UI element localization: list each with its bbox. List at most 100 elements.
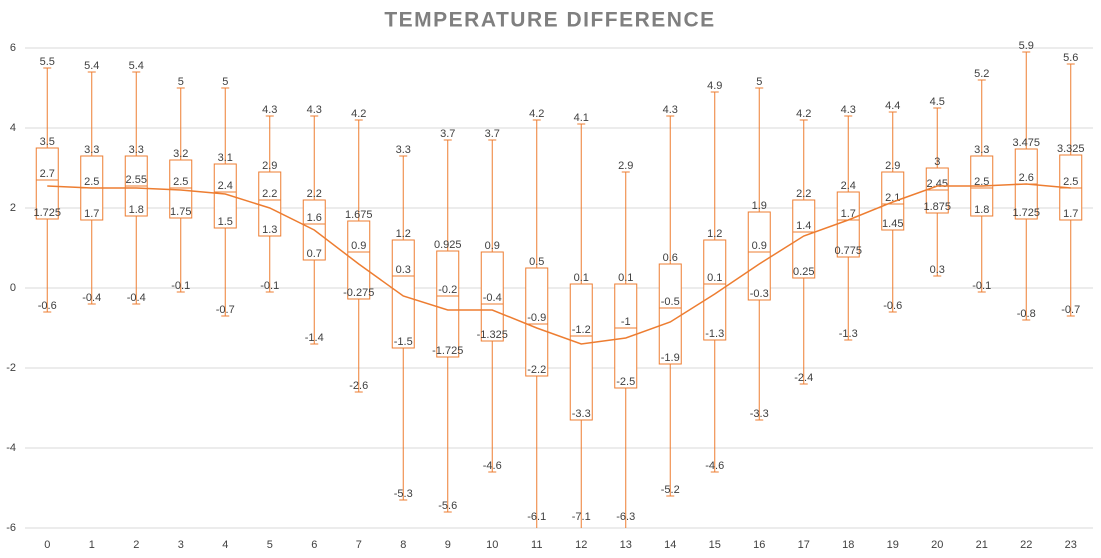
data-label: -0.4 (483, 292, 502, 304)
data-label: -0.1 (260, 280, 279, 292)
data-label: -2.4 (794, 372, 813, 384)
data-label: 1.6 (307, 212, 322, 224)
data-label: 1.2 (707, 228, 722, 240)
data-label: 4.1 (574, 112, 589, 124)
data-label: 4.5 (930, 96, 945, 108)
data-label: 1.8 (974, 204, 989, 216)
data-label: 2.5 (1063, 176, 1078, 188)
data-label: 3.3 (974, 144, 989, 156)
data-label: 1.7 (84, 208, 99, 220)
data-label: 5.2 (974, 68, 989, 80)
x-tick-label: 21 (976, 539, 988, 551)
x-tick-label: 10 (486, 539, 498, 551)
data-label: -0.7 (1061, 304, 1080, 316)
data-label: 0.9 (485, 240, 500, 252)
data-label: 1.675 (345, 209, 373, 221)
data-label: 1.45 (882, 218, 903, 230)
box (347, 220, 371, 300)
data-label: 0.25 (793, 266, 814, 278)
data-label: 5 (222, 76, 228, 88)
x-tick-label: 12 (575, 539, 587, 551)
data-label: 0.6 (663, 252, 678, 264)
data-label: -2.2 (527, 364, 546, 376)
box (436, 250, 460, 358)
data-label: -2.6 (349, 380, 368, 392)
box (525, 267, 549, 377)
data-label: -5.6 (438, 500, 457, 512)
data-label: 4.3 (663, 104, 678, 116)
x-tick-label: 16 (753, 539, 765, 551)
x-tick-label: 5 (267, 539, 273, 551)
data-label: 2.5 (84, 176, 99, 188)
data-label: -0.4 (82, 292, 101, 304)
data-label: 0.9 (351, 240, 366, 252)
x-tick-label: 20 (931, 539, 943, 551)
data-label: 4.2 (529, 108, 544, 120)
data-label: 3.475 (1012, 137, 1040, 149)
data-label: 2.9 (262, 160, 277, 172)
data-label: 4.4 (885, 100, 900, 112)
data-label: -1.5 (394, 336, 413, 348)
data-label: 5.9 (1019, 40, 1034, 52)
data-label: 0.775 (834, 245, 862, 257)
data-label: -3.3 (572, 408, 591, 420)
box (35, 147, 59, 220)
x-tick-label: 11 (531, 539, 542, 551)
data-label: 2.55 (126, 174, 147, 186)
data-label: -0.275 (343, 287, 374, 299)
data-label: 5 (178, 76, 184, 88)
data-label: -7.1 (572, 511, 591, 523)
data-label: 1.7 (1063, 208, 1078, 220)
x-tick-label: 4 (222, 539, 228, 551)
data-label: 3.3 (129, 144, 144, 156)
data-label: 0.3 (930, 264, 945, 276)
data-label: 2.6 (1019, 172, 1034, 184)
mean-line (47, 183, 1071, 345)
data-label: -0.7 (216, 304, 235, 316)
data-label: 4.3 (307, 104, 322, 116)
data-label: 3.7 (485, 128, 500, 140)
x-tick-label: 1 (89, 539, 95, 551)
data-label: 3.2 (173, 148, 188, 160)
x-tick-label: 23 (1065, 539, 1077, 551)
data-label: -0.3 (750, 288, 769, 300)
data-label: 1.7 (841, 208, 856, 220)
data-label: 5.4 (129, 60, 144, 72)
data-label: 0.1 (574, 272, 589, 284)
data-label: 1.3 (262, 224, 277, 236)
data-label: -5.2 (661, 484, 680, 496)
data-label: 3.5 (40, 136, 55, 148)
data-label: 0.925 (434, 239, 462, 251)
box (881, 171, 905, 231)
data-label: 4.2 (351, 108, 366, 120)
data-label: 2.2 (262, 188, 277, 200)
data-label: -0.1 (972, 280, 991, 292)
data-label: 1.9 (752, 200, 767, 212)
box (703, 239, 727, 341)
box (792, 199, 816, 279)
data-label: -1.3 (705, 328, 724, 340)
data-label: 5 (756, 76, 762, 88)
data-label: -0.4 (127, 292, 146, 304)
data-label: 0.9 (752, 240, 767, 252)
data-label: 0.1 (707, 272, 722, 284)
data-label: 2.4 (841, 180, 856, 192)
x-tick-label: 22 (1020, 539, 1032, 551)
data-label: 0.1 (618, 272, 633, 284)
x-tick-label: 0 (44, 539, 50, 551)
box (614, 283, 638, 389)
data-label: -0.8 (1017, 308, 1036, 320)
data-label: 4.3 (262, 104, 277, 116)
y-tick-label: -6 (6, 522, 16, 534)
x-tick-label: 15 (709, 539, 721, 551)
data-label: 2.5 (173, 176, 188, 188)
data-label: 4.9 (707, 80, 722, 92)
data-label: 5.6 (1063, 52, 1078, 64)
data-label: 0.3 (396, 264, 411, 276)
y-tick-label: -2 (6, 362, 16, 374)
data-label: 1.75 (170, 206, 191, 218)
data-label: 4.2 (796, 108, 811, 120)
data-label: 3.325 (1057, 143, 1085, 155)
x-tick-label: 8 (400, 539, 406, 551)
x-tick-label: 2 (133, 539, 139, 551)
